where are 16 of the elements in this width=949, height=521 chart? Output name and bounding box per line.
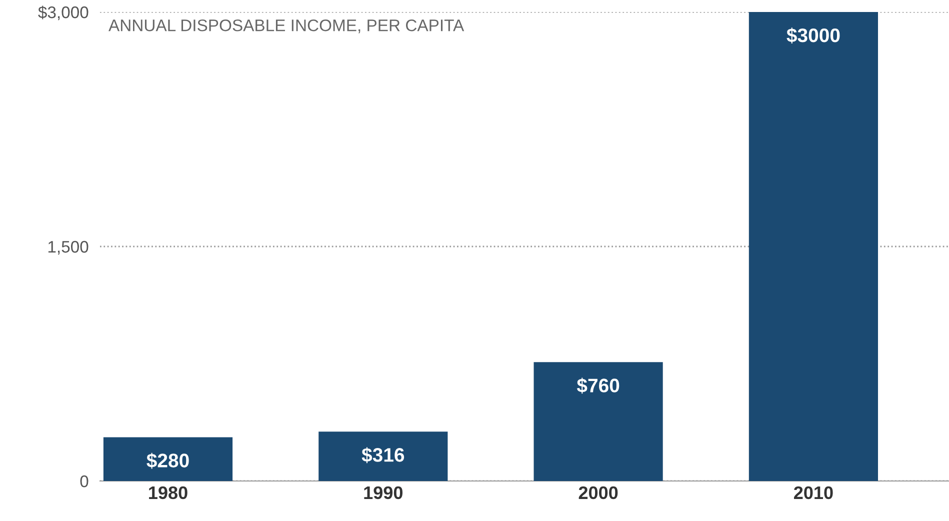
x-tick-label: 1990 [364, 486, 402, 500]
x-tick-label: 1980 [149, 486, 188, 500]
data-label: $760 [576, 378, 620, 394]
data-label: $316 [362, 447, 404, 464]
data-label: $3000 [786, 28, 840, 44]
y-tick-label: 1,500 [48, 240, 88, 255]
bar [748, 12, 878, 481]
bar [534, 362, 663, 481]
y-tick-label: $3,000 [38, 6, 88, 20]
bar [318, 432, 448, 481]
x-tick-label: 2000 [578, 486, 618, 500]
bar [103, 437, 233, 481]
chart-title: ANNUAL DISPOSABLE INCOME, PER CAPITA [108, 19, 464, 34]
y-tick-label: 0 [80, 475, 88, 488]
data-label: $280 [146, 452, 189, 469]
x-tick-label: 2010 [794, 486, 833, 500]
